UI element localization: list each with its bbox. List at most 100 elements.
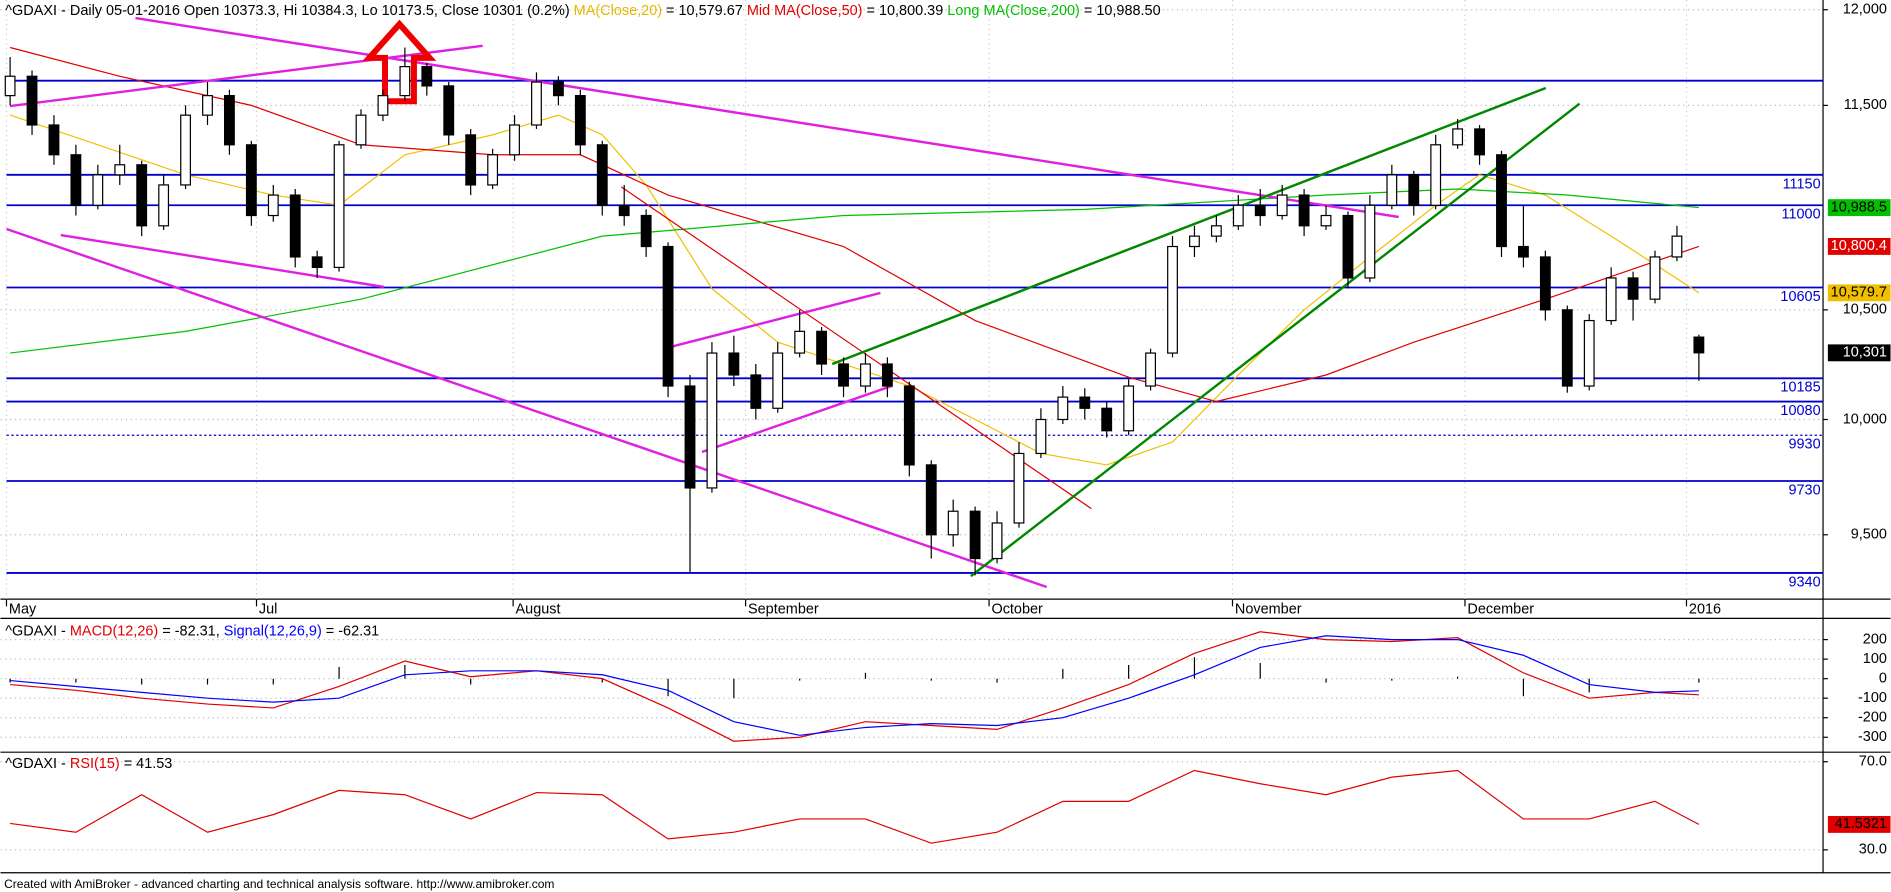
candle-body — [1013, 452, 1025, 524]
candle-body — [1452, 128, 1464, 146]
trendline — [135, 16, 1399, 219]
y-tick-label: 10,500 — [1843, 302, 1887, 318]
title-part: MACD(12,26) — [70, 623, 158, 639]
y-tick-label: 10,000 — [1843, 411, 1887, 427]
candle-body — [750, 374, 762, 409]
title-part: ^GDAXI - — [5, 623, 70, 639]
value-badge — [1827, 284, 1891, 302]
candle-body — [794, 330, 806, 354]
candle-body — [1605, 277, 1617, 322]
title-part: Signal(12,26,9) — [224, 623, 322, 639]
candle-body — [311, 256, 323, 269]
x-tick-label: September — [748, 602, 819, 618]
panel-title: ^GDAXI - RSI(15) = 41.53 — [5, 756, 172, 772]
value-badge-label: 10,988.5 — [1831, 199, 1887, 215]
level-label: 10605 — [1780, 289, 1820, 305]
value-badge-label: 10,800.4 — [1831, 238, 1887, 254]
value-badge — [1827, 344, 1891, 362]
candle-body — [881, 363, 893, 387]
candle-body — [1583, 319, 1595, 387]
candle-body — [1210, 225, 1222, 237]
trendline — [6, 227, 1048, 589]
candle-body — [1693, 336, 1705, 354]
trendline — [831, 86, 1547, 366]
title-part: ^GDAXI - Daily 05-01-2016 Open 10373.3, … — [5, 3, 573, 19]
candle-body — [1430, 144, 1442, 206]
y-tick-label: 200 — [1863, 631, 1887, 647]
candle-body — [136, 164, 148, 227]
moving-average — [10, 188, 1699, 354]
level-label: 11150 — [1783, 176, 1821, 192]
footer: Created with AmiBroker - advanced charti… — [4, 877, 554, 891]
value-badge — [1827, 199, 1891, 217]
candle-body — [860, 363, 871, 387]
candle-body — [180, 114, 191, 186]
candle-body — [1167, 245, 1178, 354]
candle-body — [26, 75, 38, 126]
candle-body — [684, 385, 696, 489]
y-tick-label: -300 — [1858, 729, 1887, 745]
panel-title: ^GDAXI - MACD(12,26) = -82.31, Signal(12… — [5, 623, 379, 639]
macd-line — [10, 635, 1699, 736]
y-tick-label: 11,500 — [1844, 97, 1887, 113]
candle-body — [1035, 418, 1047, 455]
candle-body — [728, 352, 740, 376]
trendline — [620, 186, 1092, 510]
y-tick-label: 70.0 — [1859, 754, 1887, 770]
candle-body — [1561, 309, 1573, 387]
candle-body — [1189, 235, 1200, 248]
title-part: = 10,800.39 — [863, 3, 948, 19]
candle-body — [158, 184, 170, 227]
y-tick-label: 30.0 — [1859, 842, 1887, 858]
y-tick-label: 100 — [1863, 651, 1887, 667]
candle-body — [92, 174, 104, 206]
candle-body — [618, 204, 630, 217]
title-part: = 10,579.67 — [662, 3, 747, 19]
value-badge — [1827, 815, 1891, 833]
candle-body — [421, 66, 433, 87]
candle-body — [531, 81, 542, 126]
rsi-line — [10, 769, 1700, 844]
candle-body — [1123, 385, 1135, 432]
y-tick-label: -200 — [1858, 710, 1887, 726]
x-tick-label: December — [1467, 602, 1534, 618]
candle-body — [1232, 204, 1244, 227]
candle-body — [552, 81, 564, 97]
value-badge-label: 10,579.7 — [1831, 285, 1887, 301]
candle-body — [1079, 396, 1091, 409]
candle-body — [443, 85, 455, 136]
level-label: 10185 — [1780, 380, 1820, 396]
y-tick-label: 12,000 — [1843, 2, 1887, 18]
title-part: ^GDAXI - — [5, 756, 70, 772]
title-part: MA(Close,20) — [574, 3, 662, 19]
candle-body — [596, 144, 608, 206]
title-part: = -62.31 — [322, 623, 379, 639]
candle-body — [1298, 194, 1310, 227]
y-tick-label: -100 — [1858, 690, 1887, 706]
candle-body — [706, 352, 718, 489]
candle-body — [640, 214, 652, 248]
y-tick-label: 9,500 — [1851, 527, 1887, 543]
value-badge-label: 10,301 — [1843, 345, 1887, 361]
title-part: RSI(15) — [70, 756, 120, 772]
x-tick-label: 2016 — [1689, 602, 1721, 618]
candle-body — [355, 114, 367, 146]
candle-body — [991, 522, 1003, 560]
y-tick-label: 0 — [1879, 670, 1887, 686]
panel-title: ^GDAXI - Daily 05-01-2016 Open 10373.3, … — [5, 3, 1160, 19]
level-label: 9340 — [1788, 574, 1820, 590]
x-tick-label: October — [991, 602, 1043, 618]
title-part: Long MA(Close,200) — [947, 3, 1080, 19]
candle-body — [1386, 174, 1398, 206]
candle-body — [509, 124, 520, 156]
candle-body — [662, 245, 674, 387]
value-badge — [1827, 237, 1891, 255]
x-tick-label: Jul — [259, 602, 277, 618]
candle-body — [816, 330, 828, 365]
candle-body — [1671, 235, 1683, 258]
trendline — [9, 44, 483, 108]
candle-body — [114, 164, 126, 176]
candle-body — [838, 363, 849, 387]
